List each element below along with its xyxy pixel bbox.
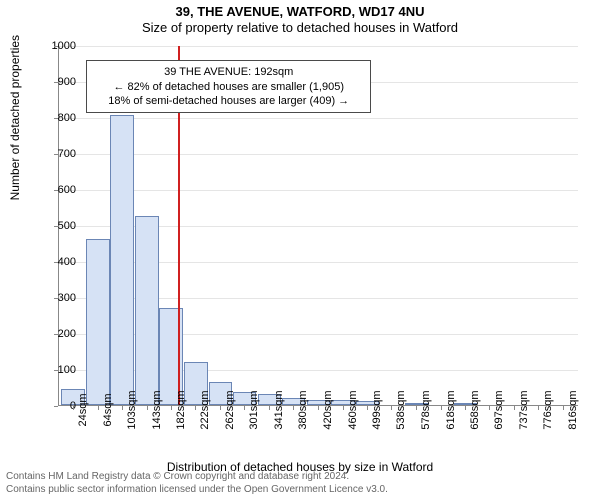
gridline [59,154,578,155]
x-tick-mark [171,406,172,410]
annotation-line: 39 THE AVENUE: 192sqm [95,65,362,79]
annotation-line: 18% of semi-detached houses are larger (… [95,94,362,108]
y-tick-label: 500 [42,220,76,232]
x-tick-label: 420sqm [322,390,334,429]
annotation-box: 39 THE AVENUE: 192sqm← 82% of detached h… [86,60,371,113]
gridline [59,118,578,119]
x-tick-label: 222sqm [199,390,211,429]
title-block: 39, THE AVENUE, WATFORD, WD17 4NU Size o… [0,0,600,35]
x-tick-label: 301sqm [248,390,260,429]
title-subtitle: Size of property relative to detached ho… [0,20,600,35]
x-tick-label: 103sqm [126,390,138,429]
x-tick-mark [489,406,490,410]
x-tick-mark [269,406,270,410]
x-tick-label: 460sqm [347,390,359,429]
y-tick-mark [54,334,58,335]
y-tick-label: 900 [42,76,76,88]
y-tick-mark [54,298,58,299]
x-tick-mark [441,406,442,410]
x-tick-label: 143sqm [151,390,163,429]
x-tick-mark [98,406,99,410]
title-address: 39, THE AVENUE, WATFORD, WD17 4NU [0,4,600,19]
footer-line-1: Contains HM Land Registry data © Crown c… [6,470,594,483]
y-tick-label: 200 [42,328,76,340]
y-tick-label: 400 [42,256,76,268]
y-tick-mark [54,226,58,227]
gridline [59,46,578,47]
x-tick-mark [391,406,392,410]
y-tick-label: 600 [42,184,76,196]
x-tick-label: 658sqm [469,390,481,429]
x-tick-label: 64sqm [102,393,114,426]
x-tick-mark [220,406,221,410]
x-tick-label: 182sqm [175,390,187,429]
x-tick-label: 380sqm [297,390,309,429]
x-tick-label: 341sqm [273,390,285,429]
x-tick-mark [563,406,564,410]
histogram-bar [110,115,134,405]
x-tick-mark [147,406,148,410]
y-tick-label: 700 [42,148,76,160]
plot-area: 39 THE AVENUE: 192sqm← 82% of detached h… [58,46,578,406]
x-tick-mark [244,406,245,410]
x-tick-label: 538sqm [395,390,407,429]
y-tick-label: 0 [42,400,76,412]
x-tick-label: 697sqm [493,390,505,429]
x-tick-mark [514,406,515,410]
x-tick-label: 24sqm [77,393,89,426]
annotation-line: ← 82% of detached houses are smaller (1,… [95,80,362,94]
y-tick-label: 100 [42,364,76,376]
x-tick-mark [343,406,344,410]
histogram-bar [135,216,159,405]
x-tick-mark [465,406,466,410]
y-tick-label: 300 [42,292,76,304]
x-tick-mark [416,406,417,410]
footer-line-2: Contains public sector information licen… [6,483,594,496]
x-tick-label: 618sqm [445,390,457,429]
x-tick-label: 816sqm [567,390,579,429]
y-tick-mark [54,406,58,407]
y-tick-mark [54,46,58,47]
gridline [59,190,578,191]
footer: Contains HM Land Registry data © Crown c… [6,470,594,496]
x-tick-mark [538,406,539,410]
histogram-bar [86,239,110,405]
y-tick-mark [54,82,58,83]
x-tick-label: 499sqm [371,390,383,429]
y-axis-label: Number of detached properties [8,35,22,200]
x-tick-mark [293,406,294,410]
y-tick-mark [54,262,58,263]
y-tick-mark [54,154,58,155]
x-tick-label: 578sqm [420,390,432,429]
y-tick-label: 1000 [42,40,76,52]
y-tick-label: 800 [42,112,76,124]
x-tick-label: 262sqm [224,390,236,429]
y-tick-mark [54,370,58,371]
x-tick-mark [195,406,196,410]
chart: Number of detached properties 39 THE AVE… [0,40,600,460]
y-tick-mark [54,118,58,119]
x-tick-label: 737sqm [518,390,530,429]
x-tick-mark [318,406,319,410]
x-tick-label: 776sqm [542,390,554,429]
y-tick-mark [54,190,58,191]
x-tick-mark [122,406,123,410]
x-tick-mark [73,406,74,410]
x-tick-mark [367,406,368,410]
